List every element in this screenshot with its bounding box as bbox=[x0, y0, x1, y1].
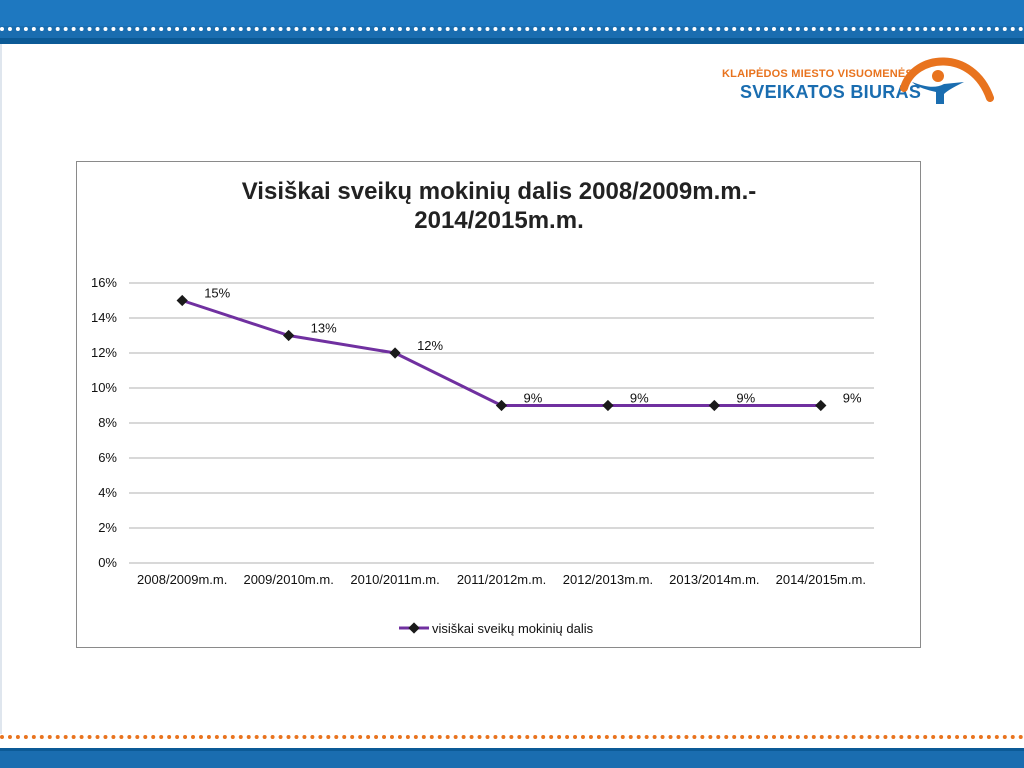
chart-frame: Visiškai sveikų mokinių dalis 2008/2009m… bbox=[76, 161, 921, 648]
y-tick-label: 16% bbox=[91, 275, 117, 290]
x-axis-ticks: 2008/2009m.m. 2009/2010m.m. 2010/2011m.m. 2… bbox=[137, 572, 866, 587]
logo-text-line2: SVEIKATOS BIURAS bbox=[740, 82, 922, 102]
x-tick-label: 2014/2015m.m. bbox=[776, 572, 866, 587]
data-labels: 15% 13% 12% 9% 9% 9% 9% bbox=[204, 286, 862, 406]
top-header-bar bbox=[0, 0, 1024, 44]
x-tick-label: 2013/2014m.m. bbox=[669, 572, 759, 587]
header-stripe bbox=[0, 0, 1024, 26]
y-axis-ticks: 0% 2% 4% 6% 8% 10% 12% 14% 16% bbox=[91, 275, 117, 570]
series-visiskai bbox=[176, 294, 827, 412]
x-tick-label: 2011/2012m.m. bbox=[457, 572, 546, 587]
y-tick-label: 6% bbox=[98, 450, 117, 465]
legend-label: visiškai sveikų mokinių dalis bbox=[432, 621, 594, 636]
y-tick-label: 12% bbox=[91, 345, 117, 360]
data-label: 9% bbox=[736, 391, 755, 406]
organization-logo: KLAIPĖDOS MIESTO VISUOMENĖS SVEIKATOS BI… bbox=[710, 44, 1008, 108]
header-shadow bbox=[0, 38, 1024, 44]
footer-shadow bbox=[0, 748, 1024, 751]
data-label: 9% bbox=[630, 391, 649, 406]
bottom-footer-bar bbox=[0, 748, 1024, 768]
y-tick-label: 4% bbox=[98, 485, 117, 500]
y-tick-label: 14% bbox=[91, 310, 117, 325]
data-label: 9% bbox=[843, 391, 862, 406]
data-label: 15% bbox=[204, 286, 230, 301]
data-point-marker bbox=[708, 399, 721, 412]
x-tick-label: 2008/2009m.m. bbox=[137, 572, 227, 587]
data-point-marker bbox=[602, 399, 614, 412]
footer-dotted-line bbox=[0, 735, 1024, 739]
line-chart: Visiškai sveikų mokinių dalis 2008/2009m… bbox=[91, 178, 874, 636]
y-tick-label: 2% bbox=[98, 520, 117, 535]
legend-marker-swatch bbox=[408, 622, 420, 634]
x-tick-label: 2009/2010m.m. bbox=[243, 572, 333, 587]
data-point-marker bbox=[495, 399, 508, 412]
data-point-marker bbox=[389, 347, 401, 359]
data-point-marker bbox=[176, 294, 188, 307]
x-tick-label: 2010/2011m.m. bbox=[350, 572, 439, 587]
y-tick-label: 10% bbox=[91, 380, 117, 395]
logo-figure-icon bbox=[900, 57, 994, 104]
chart-legend: visiškai sveikų mokinių dalis bbox=[399, 621, 594, 636]
y-tick-label: 0% bbox=[98, 555, 117, 570]
gridlines bbox=[129, 282, 874, 564]
header-dotted-line bbox=[0, 27, 1024, 31]
chart-title-line2: 2014/2015m.m. bbox=[414, 207, 583, 234]
chart-title-line1: Visiškai sveikų mokinių dalis 2008/2009m… bbox=[242, 178, 757, 205]
data-label: 9% bbox=[524, 391, 543, 406]
data-point-marker bbox=[815, 399, 827, 412]
data-label: 13% bbox=[311, 321, 337, 336]
logo-text-line1: KLAIPĖDOS MIESTO VISUOMENĖS bbox=[722, 68, 914, 80]
data-label: 12% bbox=[417, 338, 443, 353]
left-edge-line bbox=[0, 44, 2, 734]
data-point-marker bbox=[282, 329, 295, 342]
y-tick-label: 8% bbox=[98, 415, 117, 430]
x-tick-label: 2012/2013m.m. bbox=[563, 572, 653, 587]
